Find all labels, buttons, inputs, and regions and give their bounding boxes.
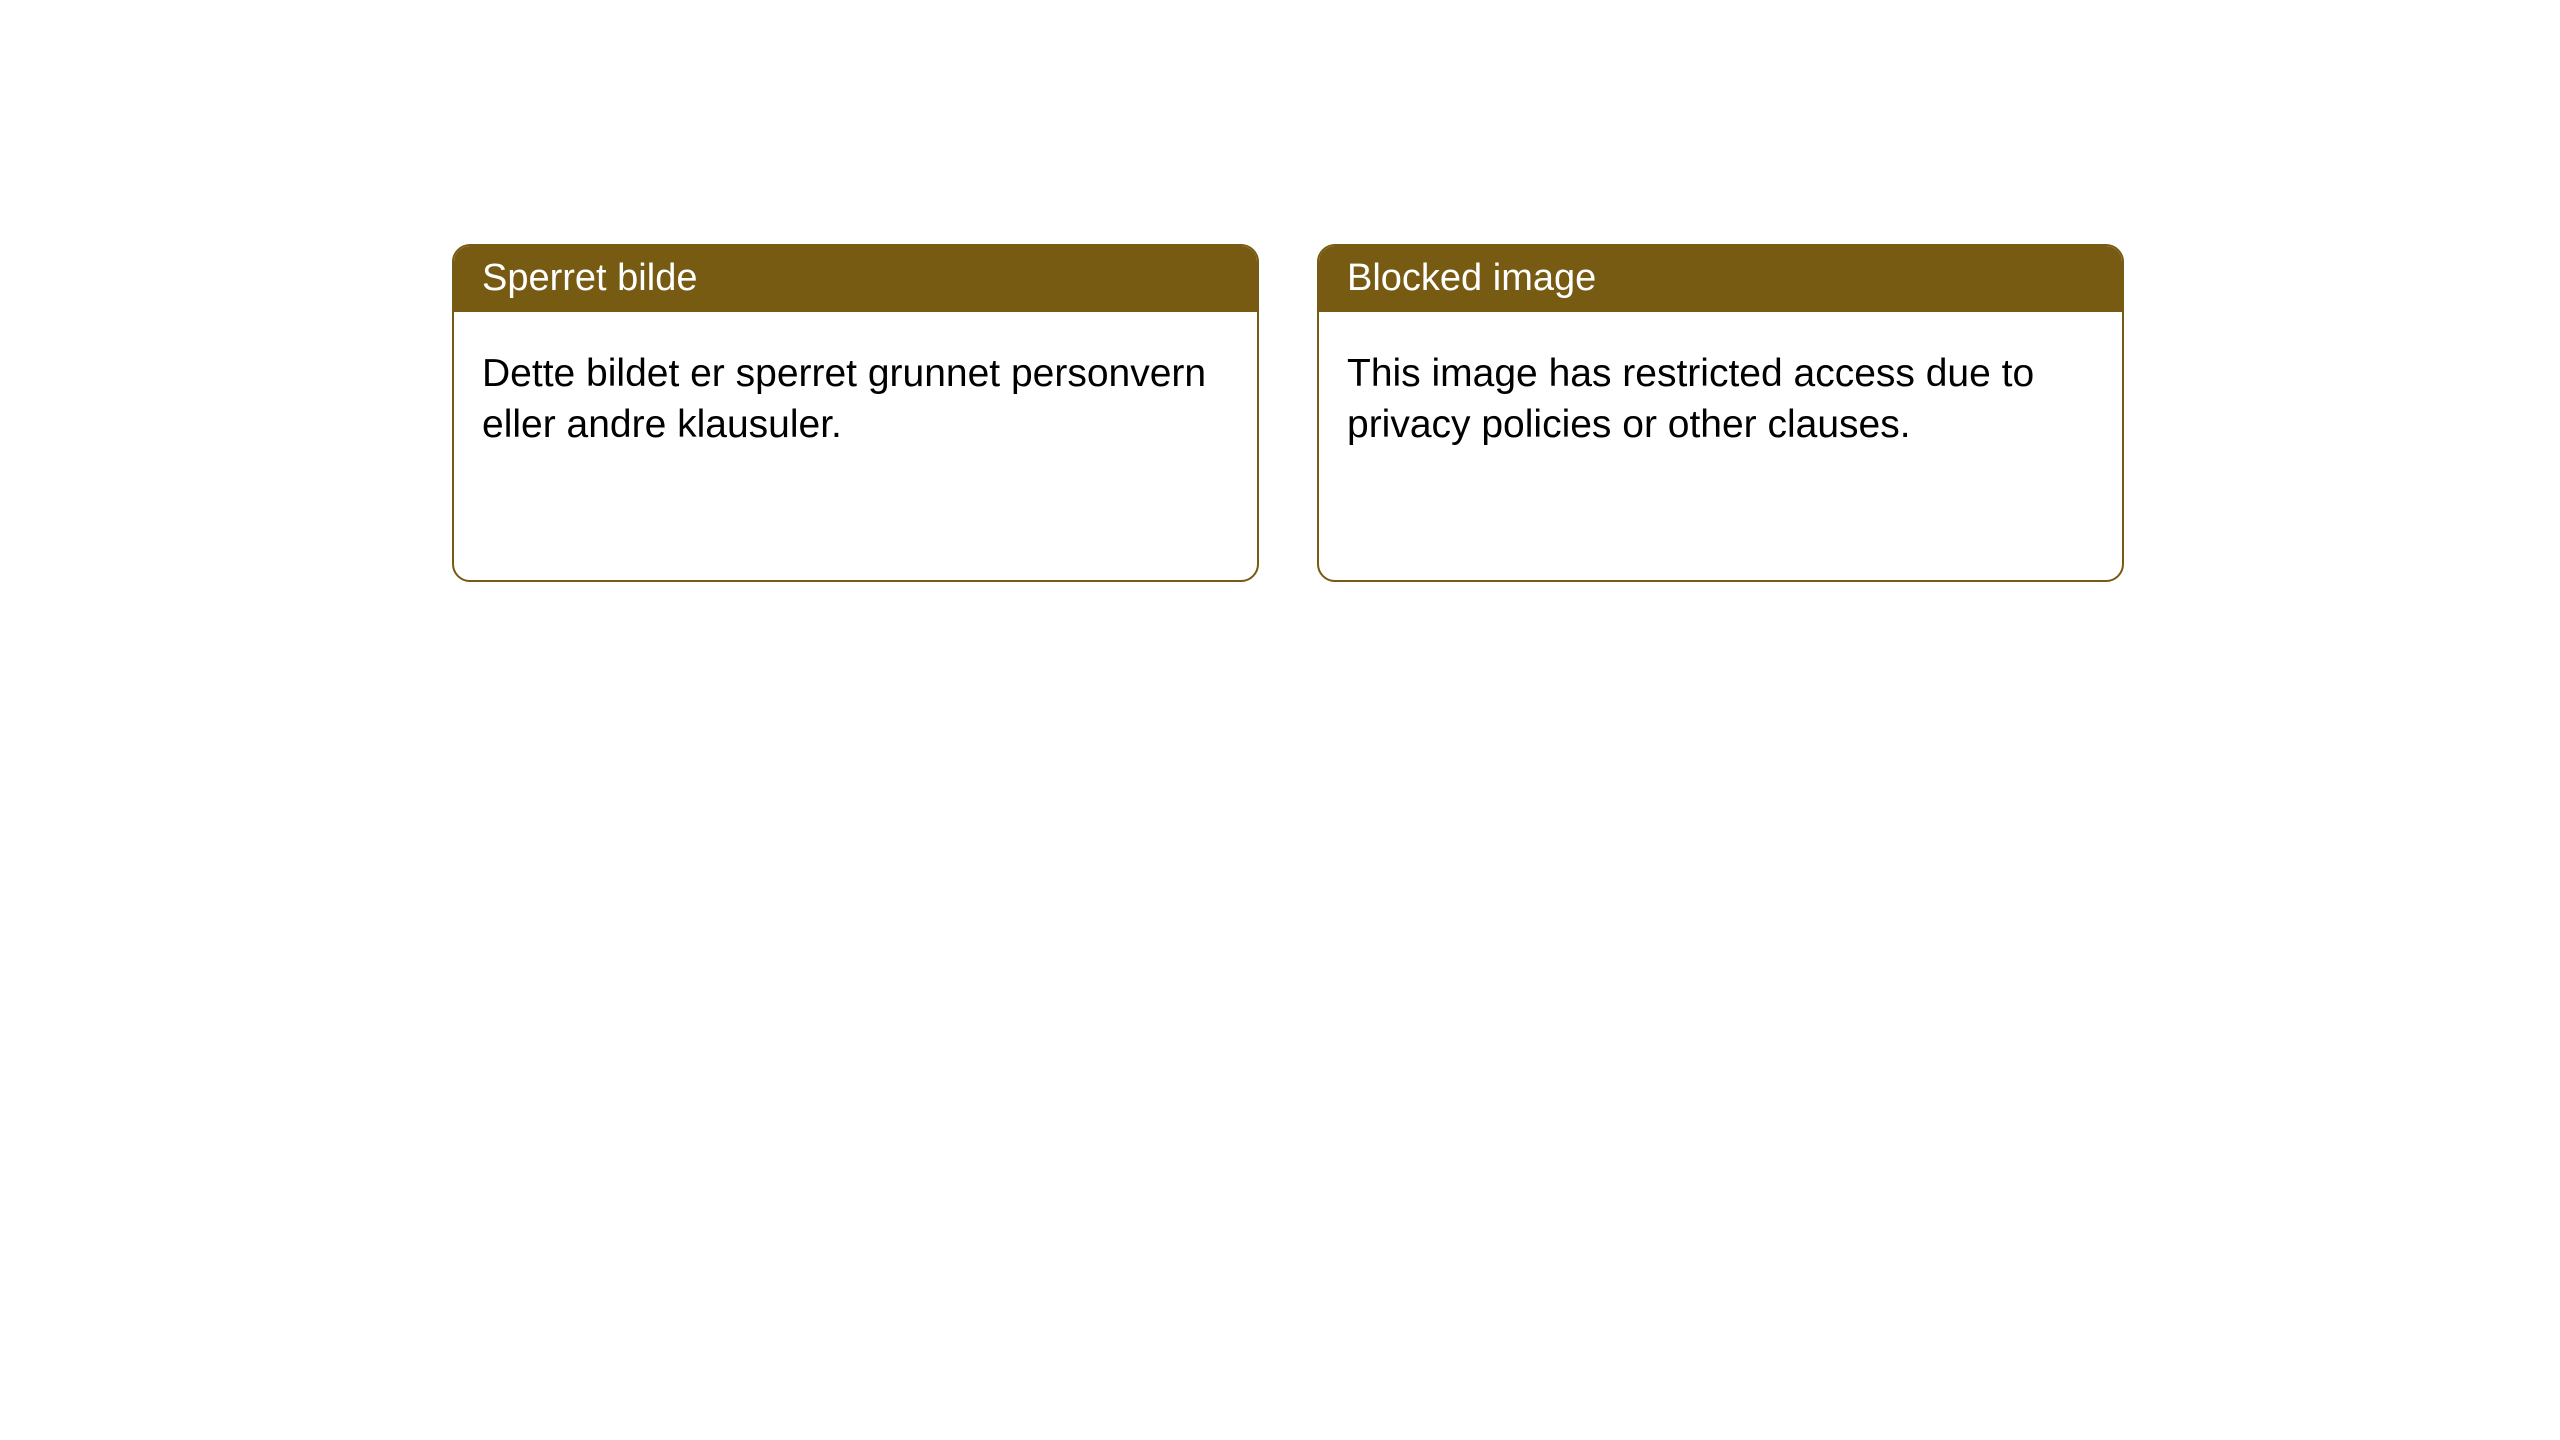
blocked-image-card-en: Blocked image This image has restricted … bbox=[1317, 244, 2124, 582]
blocked-image-card-no: Sperret bilde Dette bildet er sperret gr… bbox=[452, 244, 1259, 582]
card-body-no: Dette bildet er sperret grunnet personve… bbox=[454, 312, 1257, 487]
cards-container: Sperret bilde Dette bildet er sperret gr… bbox=[452, 244, 2124, 582]
card-header-no: Sperret bilde bbox=[454, 246, 1257, 312]
card-body-en: This image has restricted access due to … bbox=[1319, 312, 2122, 487]
card-header-en: Blocked image bbox=[1319, 246, 2122, 312]
